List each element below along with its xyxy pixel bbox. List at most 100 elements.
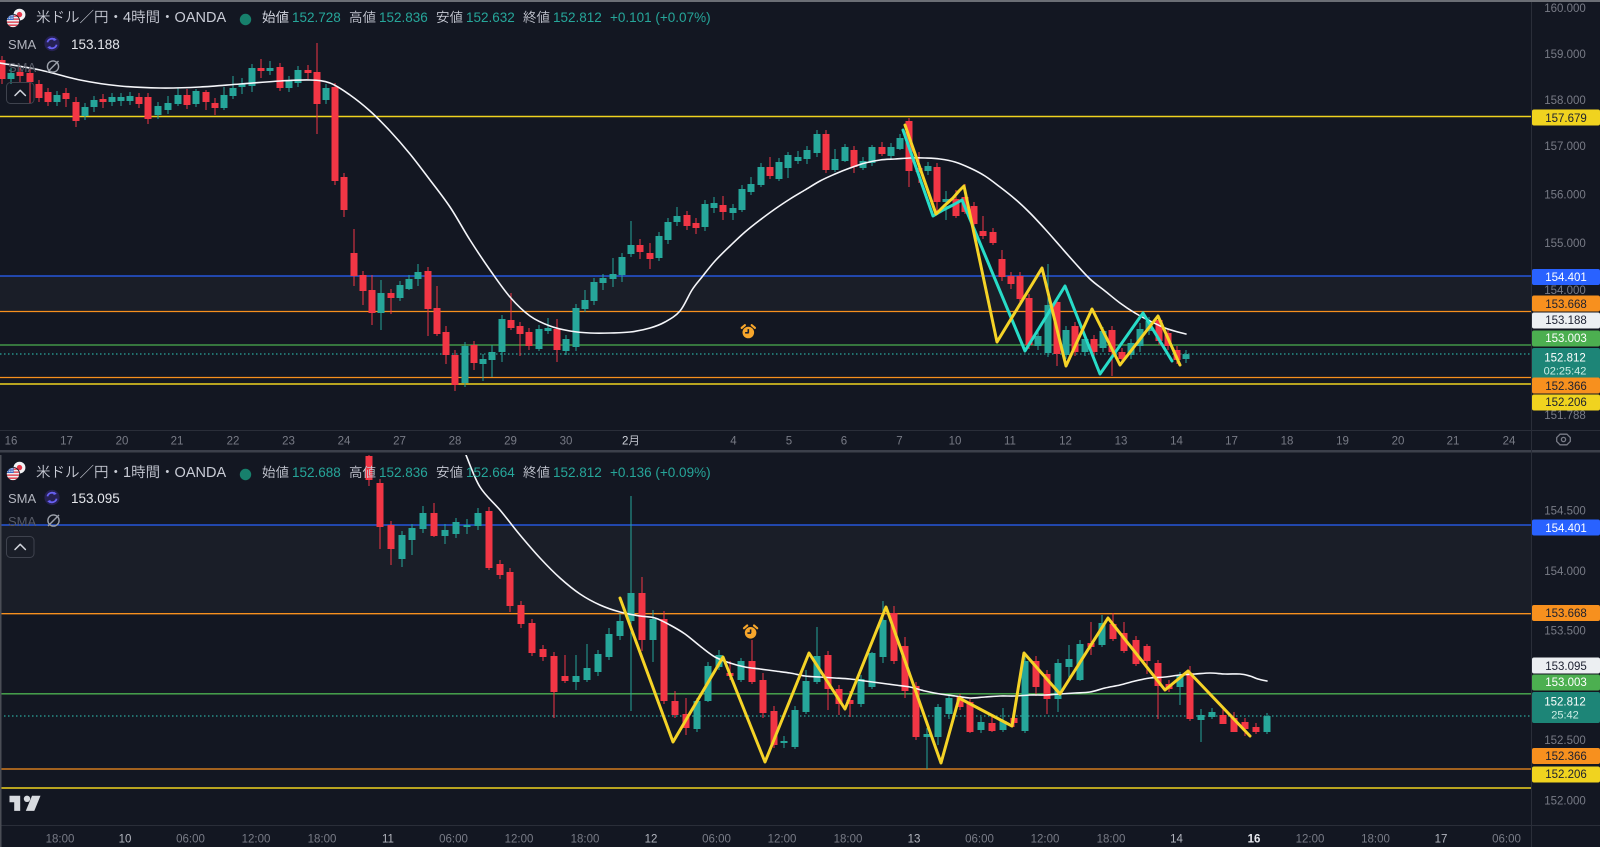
- svg-text:153.188: 153.188: [71, 37, 120, 52]
- svg-text:158.000: 158.000: [1544, 95, 1586, 107]
- svg-text:4: 4: [730, 436, 737, 448]
- svg-text:153.668: 153.668: [1545, 299, 1587, 311]
- svg-text:159.000: 159.000: [1544, 49, 1586, 61]
- svg-text:14: 14: [1170, 436, 1183, 448]
- svg-text:152.812: 152.812: [553, 10, 602, 25]
- svg-text:11: 11: [382, 834, 394, 846]
- svg-text:21: 21: [171, 436, 184, 448]
- svg-text:OANDA: OANDA: [175, 10, 227, 26]
- svg-text:06:00: 06:00: [439, 834, 468, 846]
- svg-text:152.836: 152.836: [379, 10, 428, 25]
- svg-text:152.728: 152.728: [292, 10, 341, 25]
- svg-text:152.812: 152.812: [1544, 697, 1586, 709]
- svg-text:153.500: 153.500: [1544, 626, 1586, 638]
- svg-text:27: 27: [393, 436, 406, 448]
- svg-text:160.000: 160.000: [1544, 3, 1586, 15]
- svg-text:SMA: SMA: [8, 514, 37, 529]
- svg-text:154.000: 154.000: [1544, 285, 1586, 297]
- svg-text:154.401: 154.401: [1545, 523, 1587, 535]
- svg-text:17: 17: [1435, 834, 1448, 846]
- svg-text:23: 23: [282, 436, 295, 448]
- svg-text:152.366: 152.366: [1545, 751, 1587, 763]
- svg-text:4: 4: [123, 10, 131, 26]
- svg-text:18:00: 18:00: [834, 834, 863, 846]
- svg-text:13: 13: [908, 834, 921, 846]
- svg-text:154.000: 154.000: [1544, 566, 1586, 578]
- svg-text:7: 7: [896, 436, 902, 448]
- svg-text:24: 24: [338, 436, 351, 448]
- svg-text:18:00: 18:00: [308, 834, 337, 846]
- svg-text:18: 18: [1281, 436, 1294, 448]
- svg-text:30: 30: [560, 436, 573, 448]
- svg-text:22: 22: [227, 436, 240, 448]
- svg-text:20: 20: [1392, 436, 1405, 448]
- svg-text:18:00: 18:00: [571, 834, 600, 846]
- svg-text:16: 16: [5, 436, 18, 448]
- svg-text:152.812: 152.812: [553, 465, 602, 480]
- svg-text:18:00: 18:00: [46, 834, 75, 846]
- svg-text:17: 17: [1225, 436, 1238, 448]
- svg-text:13: 13: [1115, 436, 1128, 448]
- svg-text:20: 20: [116, 436, 129, 448]
- svg-text:28: 28: [449, 436, 462, 448]
- svg-text:153.188: 153.188: [1545, 315, 1587, 327]
- svg-text:+0.101 (+0.07%): +0.101 (+0.07%): [610, 10, 711, 25]
- svg-text:24: 24: [1503, 436, 1516, 448]
- svg-text:151.788: 151.788: [1544, 410, 1586, 422]
- svg-text:02:25:42: 02:25:42: [1544, 366, 1587, 378]
- svg-text:11: 11: [1004, 436, 1016, 448]
- svg-text:152.000: 152.000: [1544, 796, 1586, 808]
- svg-text:10: 10: [119, 834, 132, 846]
- svg-text:06:00: 06:00: [702, 834, 731, 846]
- svg-text:SMA: SMA: [8, 491, 37, 506]
- svg-text:5: 5: [786, 436, 792, 448]
- svg-text:19: 19: [1336, 436, 1349, 448]
- svg-text:12: 12: [645, 834, 658, 846]
- svg-text:06:00: 06:00: [176, 834, 205, 846]
- svg-text:156.000: 156.000: [1544, 190, 1586, 202]
- svg-text:18:00: 18:00: [1097, 834, 1126, 846]
- svg-text:12:00: 12:00: [1296, 834, 1325, 846]
- svg-text:154.401: 154.401: [1545, 272, 1587, 284]
- svg-text:154.500: 154.500: [1544, 506, 1586, 518]
- svg-text:2: 2: [622, 436, 628, 448]
- svg-text:157.679: 157.679: [1545, 113, 1587, 125]
- svg-text:152.500: 152.500: [1544, 735, 1586, 747]
- svg-text:152.836: 152.836: [379, 465, 428, 480]
- svg-text:21: 21: [1447, 436, 1460, 448]
- svg-text:155.000: 155.000: [1544, 238, 1586, 250]
- svg-text:153.095: 153.095: [1545, 661, 1587, 673]
- svg-text:1: 1: [123, 465, 131, 481]
- svg-text:06:00: 06:00: [1492, 834, 1521, 846]
- svg-text:153.668: 153.668: [1545, 608, 1587, 620]
- svg-text:153.003: 153.003: [1545, 677, 1587, 689]
- svg-text:14: 14: [1170, 834, 1183, 846]
- svg-text:OANDA: OANDA: [175, 465, 227, 481]
- svg-text:SMA: SMA: [8, 60, 37, 75]
- svg-text:12:00: 12:00: [1031, 834, 1060, 846]
- svg-text:152.688: 152.688: [292, 465, 341, 480]
- svg-text:12: 12: [1059, 436, 1072, 448]
- svg-text:152.366: 152.366: [1545, 381, 1587, 393]
- svg-text:16: 16: [1248, 834, 1261, 846]
- svg-text:+0.136 (+0.09%): +0.136 (+0.09%): [610, 465, 711, 480]
- svg-text:SMA: SMA: [8, 37, 37, 52]
- svg-text:12:00: 12:00: [505, 834, 534, 846]
- svg-text:06:00: 06:00: [965, 834, 994, 846]
- svg-text:152.664: 152.664: [466, 465, 515, 480]
- svg-text:152.206: 152.206: [1545, 397, 1587, 409]
- svg-text:29: 29: [504, 436, 517, 448]
- svg-text:25:42: 25:42: [1551, 710, 1579, 722]
- svg-text:17: 17: [60, 436, 73, 448]
- svg-text:18:00: 18:00: [1361, 834, 1390, 846]
- svg-text:6: 6: [841, 436, 847, 448]
- svg-text:153.095: 153.095: [71, 491, 120, 506]
- svg-text:10: 10: [949, 436, 962, 448]
- svg-text:12:00: 12:00: [242, 834, 271, 846]
- svg-text:152.812: 152.812: [1544, 353, 1586, 365]
- svg-text:152.632: 152.632: [466, 10, 515, 25]
- svg-text:152.206: 152.206: [1545, 769, 1587, 781]
- svg-text:153.003: 153.003: [1545, 333, 1587, 345]
- svg-text:12:00: 12:00: [768, 834, 797, 846]
- svg-text:157.000: 157.000: [1544, 141, 1586, 153]
